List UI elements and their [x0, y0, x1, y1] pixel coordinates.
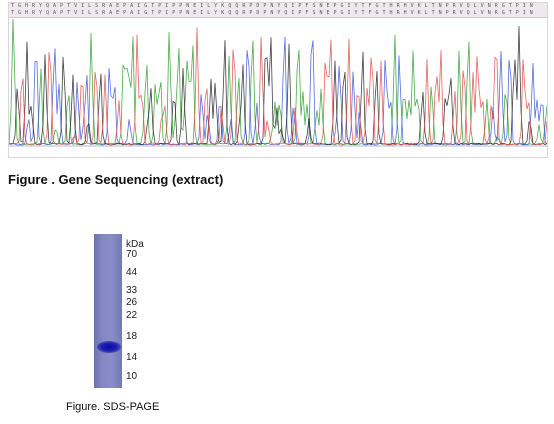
chromatogram-traces — [9, 18, 547, 147]
mw-marker-10: 10 — [126, 371, 138, 382]
mw-marker-33: 33 — [126, 285, 138, 296]
mw-marker-18: 18 — [126, 331, 138, 342]
figure-caption-sds-page: Figure. SDS-PAGE — [66, 401, 160, 413]
mw-marker-70: 70 — [126, 249, 138, 260]
base-call-strip: TGHRYQAPTVILSRAEPAIGTPIPPNEILYKQQRPDPNYQ… — [9, 3, 547, 18]
protein-band — [97, 341, 121, 353]
figure-caption-gene-sequencing: Figure . Gene Sequencing (extract) — [8, 172, 224, 187]
trace-T — [9, 27, 547, 146]
sds-page-gel: kDa 70 44 33 26 22 18 14 10 — [94, 234, 174, 392]
mw-marker-22: 22 — [126, 310, 138, 321]
mw-unit-label: kDa — [126, 239, 144, 250]
mw-marker-44: 44 — [126, 267, 138, 278]
base-call-row-2: TGHRYQAPTVILSRAEPAIGTPIPPNEILYKQQRPDPNYQ… — [11, 10, 537, 16]
base-call-row-1: TGHRYQAPTVILSRAEPAIGTPIPPNEILYKQQRPDPNYQ… — [11, 3, 537, 9]
mw-marker-26: 26 — [126, 297, 138, 308]
trace-C — [9, 36, 547, 146]
gel-lane — [94, 234, 122, 388]
mw-marker-14: 14 — [126, 352, 138, 363]
trace-G — [9, 26, 547, 147]
sequencing-chromatogram: TGHRYQAPTVILSRAEPAIGTPIPPNEILYKQQRPDPNYQ… — [8, 2, 548, 158]
